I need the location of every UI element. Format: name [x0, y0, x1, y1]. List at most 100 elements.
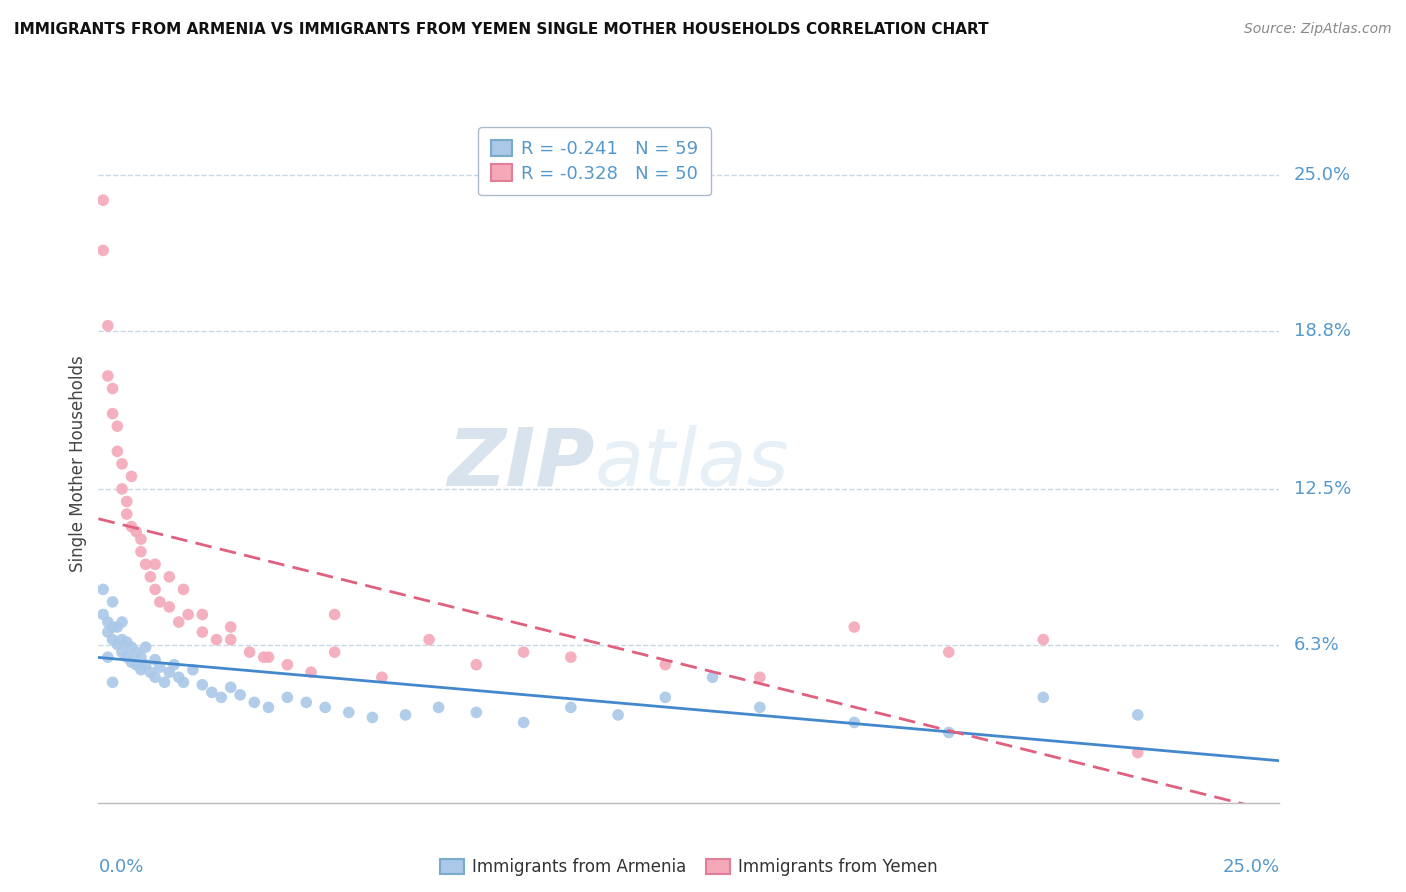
- Point: [607, 707, 630, 722]
- Point: [1032, 690, 1054, 705]
- Point: [938, 645, 960, 659]
- Point: [418, 632, 440, 647]
- Point: [219, 620, 242, 634]
- Point: [143, 653, 166, 667]
- Point: [135, 558, 157, 572]
- Text: 25.0%: 25.0%: [1222, 858, 1279, 876]
- Point: [314, 700, 336, 714]
- Point: [121, 519, 143, 533]
- Point: [512, 715, 534, 730]
- Text: IMMIGRANTS FROM ARMENIA VS IMMIGRANTS FROM YEMEN SINGLE MOTHER HOUSEHOLDS CORREL: IMMIGRANTS FROM ARMENIA VS IMMIGRANTS FR…: [14, 22, 988, 37]
- Point: [121, 640, 143, 654]
- Point: [143, 558, 166, 572]
- Point: [105, 620, 128, 634]
- Point: [139, 570, 162, 584]
- Point: [654, 690, 676, 705]
- Legend: Immigrants from Armenia, Immigrants from Yemen: Immigrants from Armenia, Immigrants from…: [433, 851, 945, 882]
- Point: [299, 665, 322, 680]
- Point: [157, 570, 180, 584]
- Point: [748, 700, 770, 714]
- Point: [1126, 746, 1149, 760]
- Point: [157, 665, 180, 680]
- Point: [560, 650, 582, 665]
- Point: [257, 650, 280, 665]
- Point: [191, 625, 214, 640]
- Point: [135, 640, 157, 654]
- Point: [560, 700, 582, 714]
- Point: [111, 457, 134, 471]
- Point: [654, 657, 676, 672]
- Point: [201, 685, 224, 699]
- Point: [371, 670, 394, 684]
- Point: [172, 675, 194, 690]
- Point: [177, 607, 200, 622]
- Point: [125, 645, 148, 659]
- Point: [205, 632, 228, 647]
- Point: [125, 524, 148, 539]
- Point: [153, 675, 176, 690]
- Point: [149, 660, 172, 674]
- Point: [149, 595, 172, 609]
- Point: [91, 607, 114, 622]
- Point: [191, 678, 214, 692]
- Point: [111, 615, 134, 629]
- Point: [219, 681, 242, 695]
- Point: [111, 482, 134, 496]
- Point: [125, 657, 148, 672]
- Point: [97, 615, 120, 629]
- Point: [512, 645, 534, 659]
- Point: [276, 657, 298, 672]
- Point: [323, 645, 346, 659]
- Text: 25.0%: 25.0%: [1294, 166, 1351, 184]
- Point: [105, 444, 128, 458]
- Point: [129, 545, 152, 559]
- Point: [101, 675, 124, 690]
- Point: [111, 645, 134, 659]
- Y-axis label: Single Mother Households: Single Mother Households: [69, 356, 87, 572]
- Point: [465, 657, 488, 672]
- Point: [101, 632, 124, 647]
- Point: [209, 690, 232, 705]
- Point: [105, 638, 128, 652]
- Point: [129, 532, 152, 546]
- Point: [191, 607, 214, 622]
- Point: [702, 670, 724, 684]
- Point: [229, 688, 252, 702]
- Point: [276, 690, 298, 705]
- Point: [101, 407, 124, 421]
- Text: ZIP: ZIP: [447, 425, 595, 503]
- Point: [337, 706, 360, 720]
- Point: [91, 582, 114, 597]
- Point: [121, 469, 143, 483]
- Text: 18.8%: 18.8%: [1294, 322, 1351, 340]
- Point: [101, 382, 124, 396]
- Point: [97, 625, 120, 640]
- Point: [361, 710, 384, 724]
- Point: [239, 645, 262, 659]
- Text: 12.5%: 12.5%: [1294, 480, 1351, 498]
- Point: [101, 595, 124, 609]
- Point: [115, 494, 138, 508]
- Point: [143, 670, 166, 684]
- Point: [163, 657, 186, 672]
- Point: [105, 419, 128, 434]
- Point: [97, 368, 120, 383]
- Point: [295, 695, 318, 709]
- Point: [129, 663, 152, 677]
- Point: [427, 700, 450, 714]
- Point: [394, 707, 416, 722]
- Point: [938, 725, 960, 739]
- Text: 0.0%: 0.0%: [98, 858, 143, 876]
- Point: [181, 663, 204, 677]
- Point: [172, 582, 194, 597]
- Point: [97, 318, 120, 333]
- Text: 6.3%: 6.3%: [1294, 636, 1340, 654]
- Point: [101, 620, 124, 634]
- Point: [323, 607, 346, 622]
- Text: atlas: atlas: [595, 425, 789, 503]
- Point: [844, 715, 866, 730]
- Point: [143, 582, 166, 597]
- Point: [115, 635, 138, 649]
- Point: [91, 193, 114, 207]
- Point: [257, 700, 280, 714]
